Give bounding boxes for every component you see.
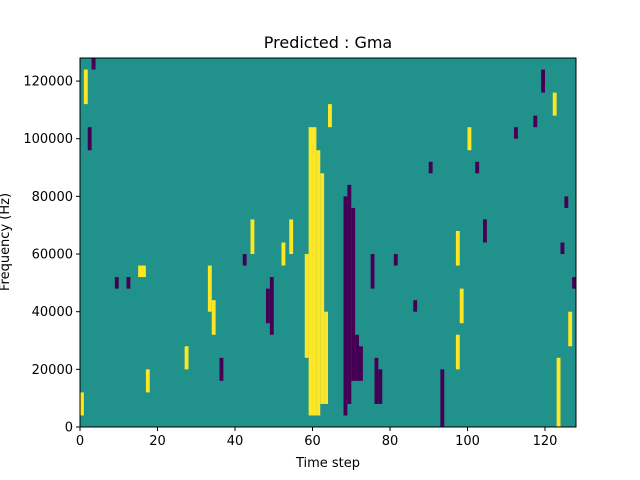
x-tick-label: 40: [227, 434, 244, 449]
y-tick-label: 40000: [32, 305, 73, 320]
heatmap-cell: [145, 369, 150, 393]
heatmap-cell: [428, 161, 433, 174]
heatmap-cell: [533, 115, 538, 128]
heatmap-cell: [475, 161, 480, 174]
x-axis-label: Time step: [295, 456, 360, 471]
heatmap-cell: [289, 219, 294, 255]
heatmap-cell: [455, 334, 460, 370]
heatmap-cell: [207, 265, 212, 312]
heatmap-cell: [413, 300, 418, 312]
x-tick-label: 20: [149, 434, 166, 449]
heatmap-cell: [219, 357, 224, 381]
heatmap-cell: [308, 127, 313, 416]
heatmap-cell: [211, 300, 216, 335]
x-tick-label: 100: [455, 434, 480, 449]
x-axis-ticks: 0 20 40 60 80 100 120: [76, 427, 558, 449]
y-tick-label: 0: [65, 421, 73, 436]
heatmap-cell: [343, 196, 348, 416]
heatmap-cell: [552, 92, 557, 116]
heatmap-cell: [568, 311, 573, 347]
heatmap-cell: [114, 277, 119, 289]
x-tick-label: 120: [533, 434, 558, 449]
heatmap-cell: [378, 369, 383, 404]
heatmap-cell: [126, 277, 131, 289]
heatmap-cell: [312, 127, 317, 416]
heatmap-cell: [242, 254, 247, 266]
y-tick-label: 80000: [32, 190, 73, 205]
heatmap-cell: [440, 369, 445, 427]
heatmap-cell: [316, 150, 321, 416]
heatmap-cell: [459, 288, 464, 324]
heatmap-cell: [142, 265, 146, 278]
heatmap-cell: [324, 311, 328, 404]
y-axis-ticks: 0 20000 40000 60000 80000 100000 120000: [23, 75, 80, 436]
x-tick-label: 0: [76, 434, 84, 449]
heatmap-cell: [328, 104, 332, 128]
heatmap-cell: [541, 69, 545, 93]
y-tick-label: 60000: [32, 248, 73, 263]
x-tick-label: 80: [382, 434, 399, 449]
chart-title: Predicted : Gma: [264, 33, 392, 52]
heatmap-cell: [374, 357, 379, 404]
heatmap-cell: [138, 265, 142, 278]
heatmap-cell: [370, 254, 375, 289]
heatmap-cell: [393, 254, 398, 266]
heatmap-cell: [351, 207, 356, 381]
y-tick-label: 20000: [32, 363, 73, 378]
heatmap-cell: [556, 357, 561, 427]
heatmap-cell: [304, 254, 309, 358]
heatmap-cell: [266, 288, 270, 324]
heatmap-cell: [281, 242, 286, 266]
y-tick-label: 120000: [23, 75, 73, 90]
heatmap-cell: [320, 173, 325, 404]
y-tick-label: 100000: [23, 132, 73, 147]
heatmap-cells: [80, 58, 576, 427]
heatmap-cell: [91, 58, 96, 70]
y-axis-label: Frequency (Hz): [0, 193, 13, 291]
heatmap-cell: [359, 346, 363, 381]
heatmap-cell: [184, 346, 189, 370]
heatmap-cell: [467, 127, 472, 151]
heatmap-cell: [560, 242, 565, 255]
heatmap-cell: [514, 127, 518, 139]
heatmap-cell: [455, 230, 460, 266]
heatmap-cell: [347, 184, 352, 404]
heatmap-cell: [83, 69, 88, 105]
heatmap-cell: [250, 219, 255, 255]
plot-frame: [79, 57, 577, 428]
heatmap-cell: [355, 334, 359, 381]
heatmap-cell: [483, 219, 487, 243]
x-tick-label: 60: [304, 434, 321, 449]
heatmap-cell: [572, 277, 576, 289]
heatmap-cell: [80, 392, 84, 416]
heatmap-cell: [87, 127, 92, 151]
heatmap-cell: [564, 196, 569, 208]
heatmap-cell: [269, 277, 274, 335]
